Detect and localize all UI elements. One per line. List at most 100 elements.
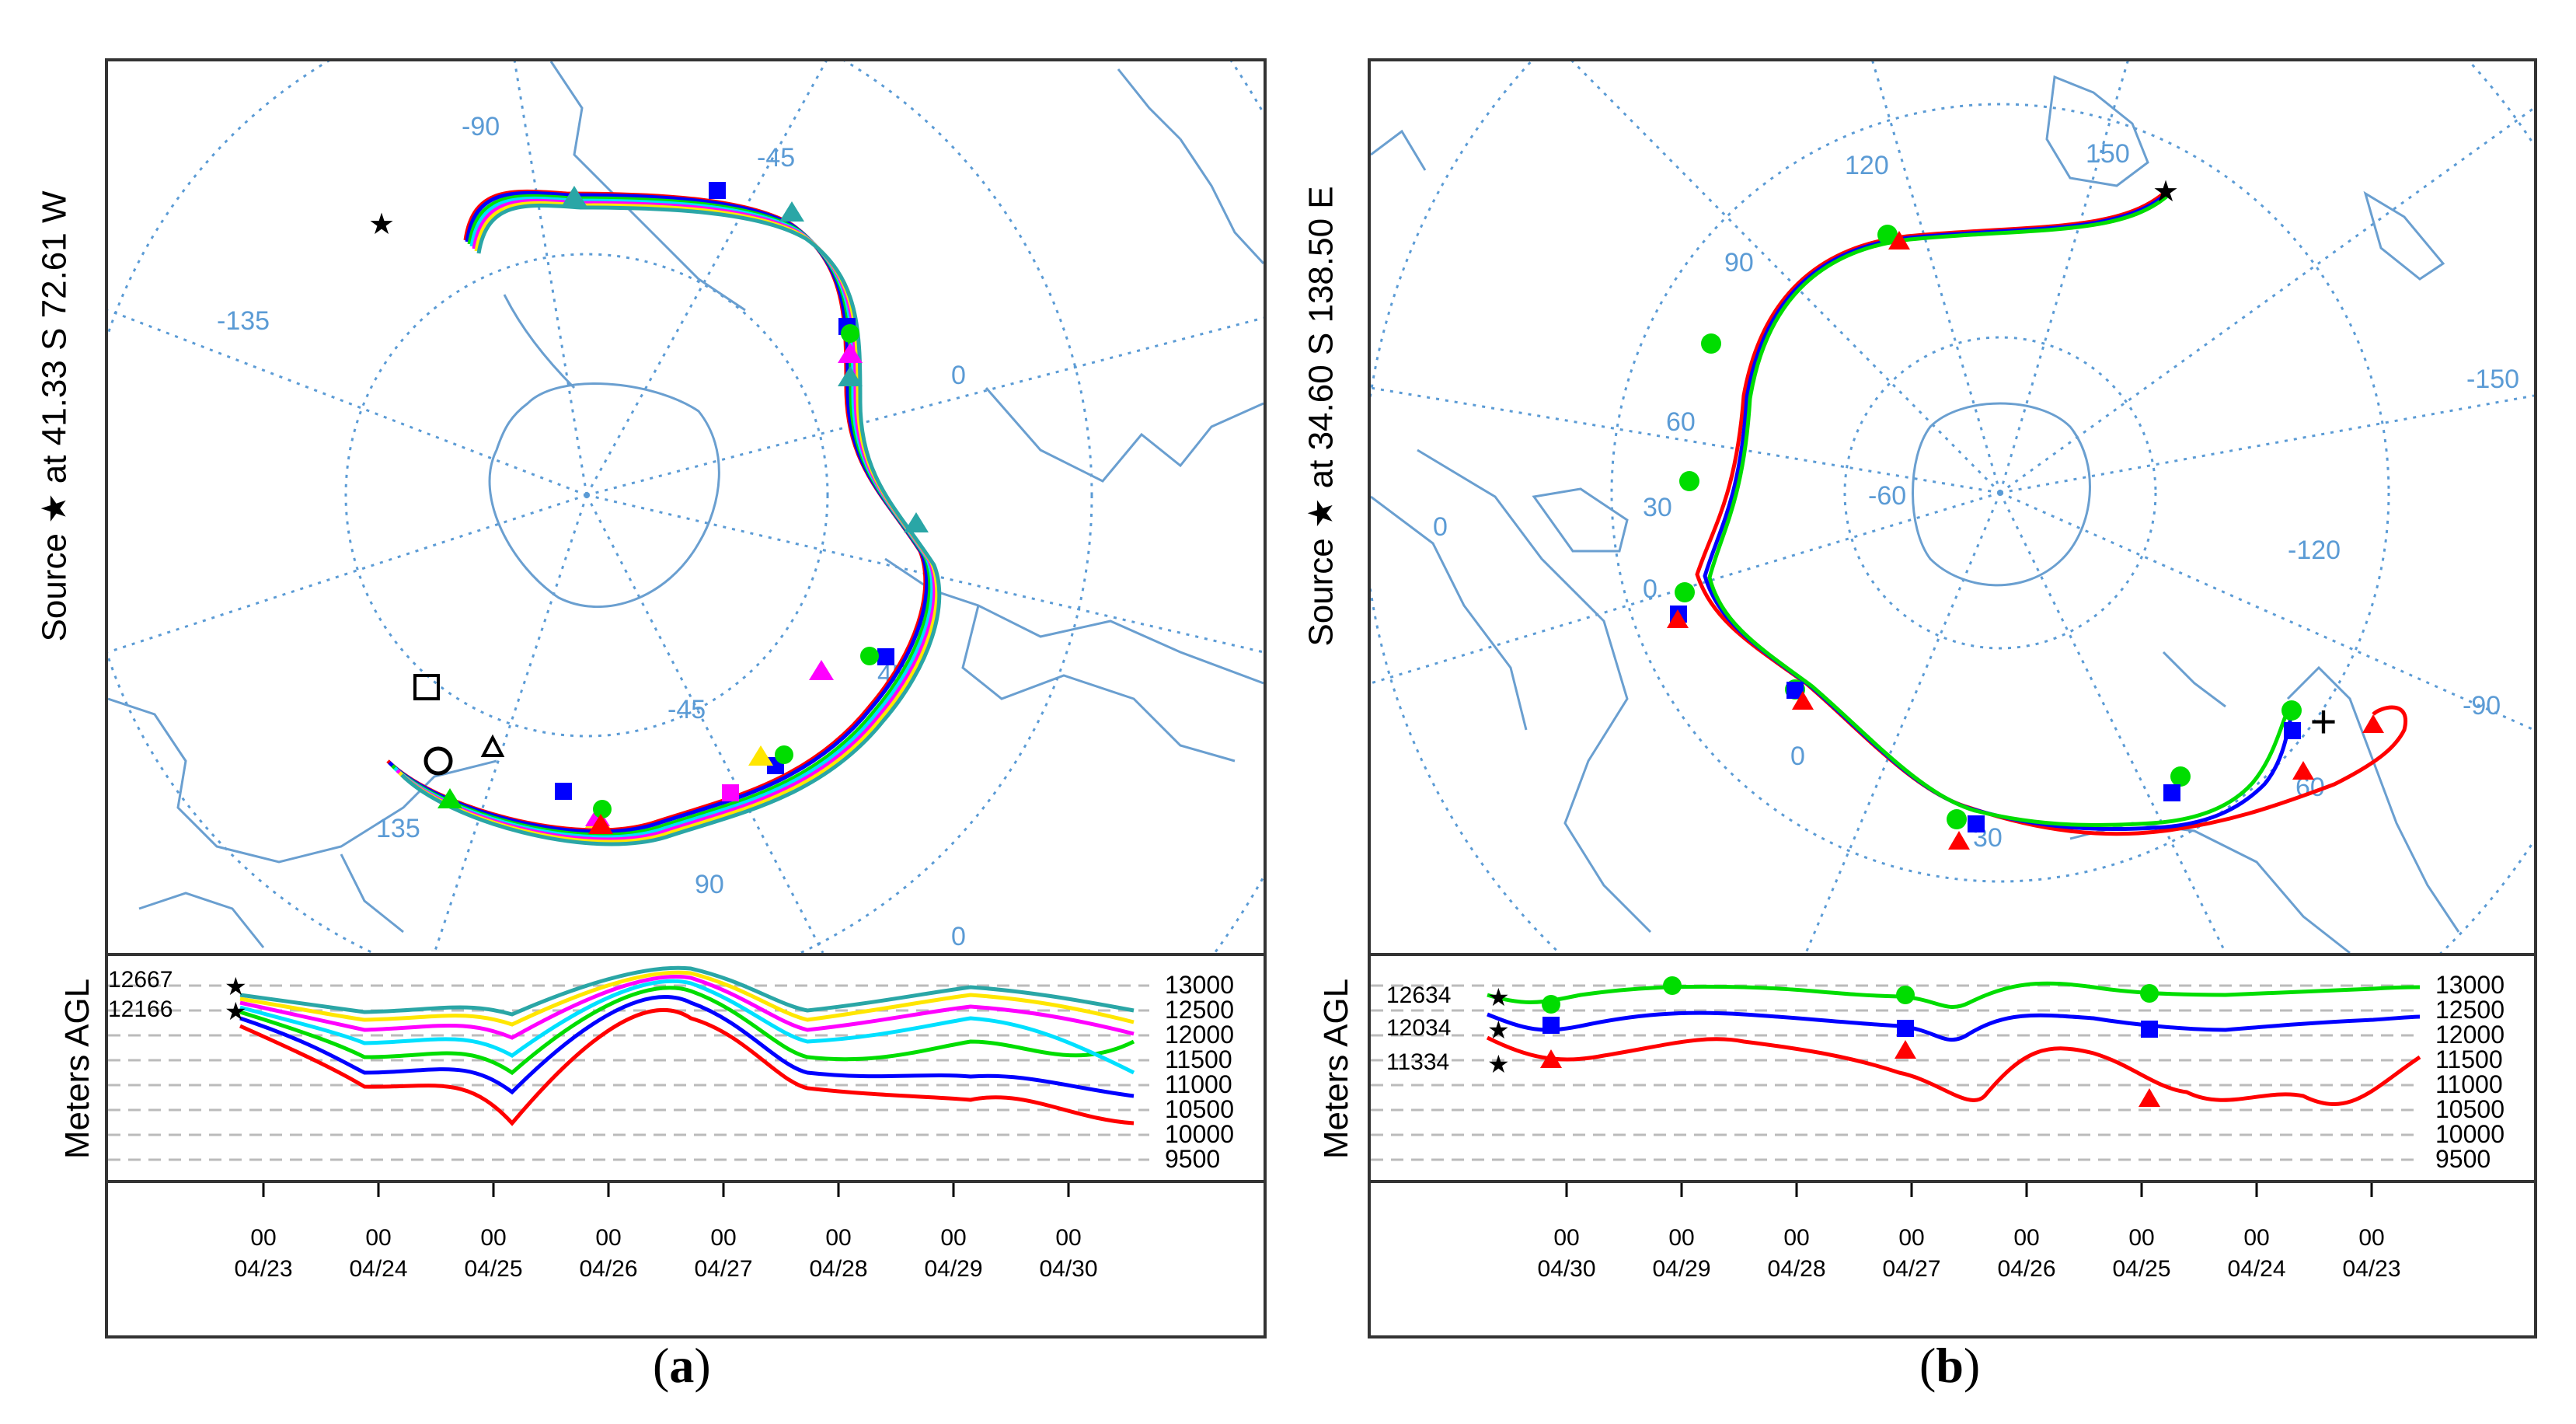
height-gridlines-a	[108, 984, 1149, 1161]
marker-circle	[1679, 471, 1699, 491]
time-hour: 00	[710, 1225, 736, 1251]
latitude-circle	[108, 61, 1093, 953]
trajectory-markers-a: ★	[368, 182, 929, 834]
time-hour: 00	[1553, 1225, 1579, 1251]
lon-label: -90	[462, 112, 500, 141]
marker-square	[1897, 1020, 1914, 1037]
time-hour: 00	[940, 1225, 966, 1251]
antarctica-coast	[1912, 402, 2091, 587]
start-star-icon: ★	[1487, 983, 1510, 1011]
coastline-segment	[1532, 487, 1629, 553]
meridian-line	[1570, 61, 2002, 494]
height-trace-red	[239, 1008, 1135, 1126]
marker-triangle	[838, 343, 863, 363]
coastline-segment	[549, 61, 746, 312]
ytick-label: 12000	[2435, 1021, 2505, 1049]
time-ticks-a	[262, 1183, 1070, 1197]
ytick-label: 10000	[1165, 1120, 1234, 1148]
start-height-label: 12667	[108, 967, 173, 993]
time-date: 04/28	[809, 1256, 867, 1282]
ytick-labels-b: 13000 12500 12000 11500 11000 10500 1000…	[2435, 971, 2505, 1173]
time-date: 04/27	[1882, 1256, 1940, 1282]
lon-label: 0	[951, 361, 966, 390]
ytick-label: 9500	[1165, 1145, 1220, 1173]
source-label-a: Source ★ at 41.33 S 72.61 W	[35, 190, 74, 642]
height-trace-teal	[239, 965, 1135, 1017]
marker-triangle	[1667, 609, 1689, 628]
height-trace-blue	[1487, 1010, 2421, 1042]
latitude-circle	[1843, 336, 2157, 650]
ytick-label: 11500	[2435, 1045, 2503, 1073]
marker-triangle	[779, 201, 804, 222]
meridian-line	[1999, 394, 2534, 494]
ytick-label: 13000	[1165, 971, 1234, 999]
time-hour: 00	[2013, 1225, 2039, 1251]
coastline-segment	[1117, 68, 1182, 141]
time-hour: 00	[2243, 1225, 2269, 1251]
coastline-segment	[2162, 651, 2226, 708]
height-trace-cyan	[239, 979, 1135, 1075]
marker-triangle	[1888, 231, 1910, 250]
time-date: 04/25	[464, 1256, 522, 1282]
marker-circle-open	[424, 746, 453, 776]
meridian-line	[513, 61, 588, 496]
coastline-segment	[138, 892, 265, 948]
lon-label: -45	[668, 695, 706, 724]
height-trace-red	[1486, 1035, 2421, 1106]
marker-square	[555, 783, 572, 800]
trajectories-a	[386, 189, 942, 846]
trajectory-cyan	[393, 196, 935, 839]
marker-triangle	[1540, 1049, 1562, 1068]
marker-square-open	[413, 674, 440, 700]
height-plot-b: 12634 12034 11334 ★ ★ ★ 13000 12500 1200…	[1371, 971, 2505, 1173]
marker-square	[2141, 1021, 2158, 1038]
ytick-label: 12500	[2435, 996, 2505, 1024]
source-star-icon: ★	[2152, 176, 2179, 208]
time-date: 04/23	[2342, 1256, 2400, 1282]
marker-square	[1786, 682, 1804, 699]
time-labels-a: 00 04/23 00 04/24 00 04/25 00 04/26 00 0…	[234, 1225, 1097, 1282]
lon-label: 60	[1666, 407, 1696, 437]
height-trace-blue	[239, 995, 1135, 1098]
meridian-line	[586, 316, 1264, 497]
marker-triangle	[562, 186, 587, 206]
marker-square	[2284, 722, 2301, 739]
ylabel-a: Meters AGL	[58, 978, 96, 1160]
meridian-line	[1999, 491, 2534, 731]
map-frame-b	[1368, 58, 2537, 956]
ytick-label: 10000	[2435, 1120, 2505, 1148]
marker-triangle	[748, 745, 773, 766]
start-star-icon: ★	[225, 972, 247, 1000]
coastlines-b	[1371, 75, 2460, 953]
ytick-label: 11000	[2435, 1070, 2503, 1098]
marker-circle	[1896, 986, 1915, 1004]
ytick-label: 10500	[1165, 1095, 1234, 1123]
lon-label: 0	[1790, 742, 1805, 771]
marker-circle	[1877, 225, 1898, 245]
coastline-segment	[2069, 822, 2351, 953]
height-trace-green	[1487, 981, 2421, 1010]
time-date: 04/30	[1039, 1256, 1097, 1282]
ytick-label: 12500	[1165, 996, 1234, 1024]
ytick-label: 10500	[2435, 1095, 2505, 1123]
time-hour: 00	[1668, 1225, 1694, 1251]
marker-triangle	[838, 366, 863, 386]
time-date: 04/27	[694, 1256, 752, 1282]
meridian-line	[1999, 492, 2227, 953]
time-hour: 00	[1898, 1225, 1924, 1251]
height-markers-b: 12634 12034 11334 ★ ★ ★	[1386, 976, 2160, 1107]
time-ticks-b	[1565, 1183, 2373, 1197]
time-hour: 00	[480, 1225, 506, 1251]
trajectory-map-a: -90 -45 -135 0 -45 45 135 90 0	[108, 61, 1264, 953]
time-labels-b: 00 04/30 00 04/29 00 04/28 00 04/27 00 0…	[1537, 1225, 2400, 1282]
lon-label: 0	[1433, 512, 1448, 542]
marker-circle	[593, 800, 612, 818]
coastline-segment	[340, 853, 404, 934]
lon-label: 120	[1845, 151, 1889, 180]
marker-circle	[1947, 809, 1967, 829]
start-star-icon: ★	[1487, 1016, 1510, 1044]
marker-circle	[860, 647, 879, 665]
start-height-label: 12166	[108, 996, 173, 1022]
meridian-line	[1371, 386, 2001, 494]
ytick-label: 11500	[1165, 1045, 1232, 1073]
